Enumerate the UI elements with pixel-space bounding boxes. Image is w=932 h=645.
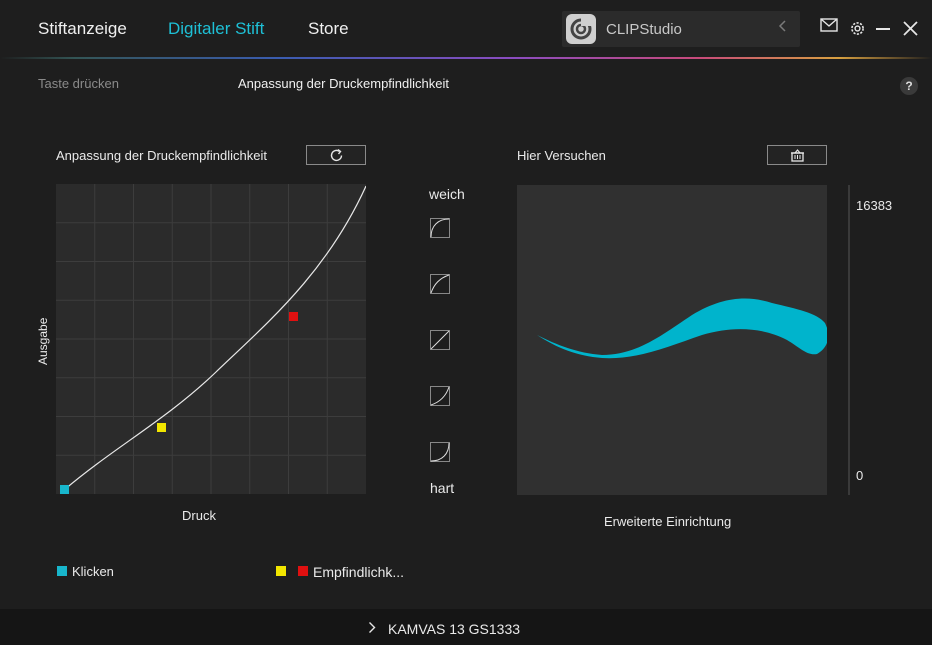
- pressure-curve-line: [63, 185, 367, 491]
- preset-soft-label: weich: [429, 186, 465, 202]
- gear-icon[interactable]: [849, 20, 866, 42]
- subtab-taste-druecken[interactable]: Taste drücken: [38, 76, 119, 91]
- device-footer[interactable]: KAMVAS 13 GS1333: [0, 609, 932, 645]
- sensitivity-handle-yellow: [157, 423, 166, 432]
- tab-digitaler-stift[interactable]: Digitaler Stift: [168, 19, 265, 38]
- tab-stiftanzeige[interactable]: Stiftanzeige: [38, 19, 127, 38]
- curve-preset-4[interactable]: [430, 386, 450, 406]
- mail-icon[interactable]: [820, 18, 838, 37]
- try-here-title: Hier Versuchen: [517, 148, 606, 163]
- pressure-scale-bar: [848, 185, 850, 495]
- test-brush-stroke: [537, 298, 829, 359]
- header-divider: [0, 57, 932, 59]
- chevron-left-icon[interactable]: [778, 18, 788, 39]
- curve-preset-2[interactable]: [430, 274, 450, 294]
- curve-preset-3[interactable]: [430, 330, 450, 350]
- drawing-test-area[interactable]: [517, 185, 829, 495]
- sensitivity-legend-swatch-red: [298, 566, 308, 576]
- tab-store[interactable]: Store: [308, 19, 349, 38]
- device-name: KAMVAS 13 GS1333: [388, 621, 521, 637]
- click-threshold-handle: [60, 485, 69, 494]
- click-legend-label: Klicken: [72, 564, 114, 579]
- scale-min-value: 0: [856, 468, 864, 483]
- top-bar: Stiftanzeige Digitaler Stift Store CLIPS…: [0, 0, 932, 58]
- click-legend-swatch: [57, 566, 67, 576]
- close-icon[interactable]: [903, 21, 918, 41]
- sensitivity-handle-red: [289, 312, 298, 321]
- chevron-right-icon: [368, 621, 376, 639]
- trash-icon: [790, 148, 805, 168]
- help-icon[interactable]: ?: [900, 77, 918, 95]
- reset-button[interactable]: [306, 145, 366, 165]
- pressure-panel-title: Anpassung der Druckempfindlichkeit: [56, 148, 267, 163]
- subtab-druckempfindlichkeit[interactable]: Anpassung der Druckempfindlichkeit: [238, 76, 449, 91]
- clipstudio-logo-icon: [566, 14, 596, 44]
- curve-preset-5[interactable]: [430, 442, 450, 462]
- y-axis-label: Ausgabe: [36, 317, 50, 365]
- curve-preset-1[interactable]: [430, 218, 450, 238]
- pressure-curve-svg: [56, 184, 367, 494]
- advanced-settings-link[interactable]: Erweiterte Einrichtung: [604, 514, 732, 529]
- app-selector-value: CLIPStudio: [606, 21, 682, 38]
- minimize-icon[interactable]: [875, 21, 891, 42]
- preset-hard-label: hart: [430, 480, 455, 496]
- scale-max-value: 16383: [856, 198, 893, 213]
- test-stroke-svg: [537, 298, 829, 359]
- app-selector[interactable]: CLIPStudio: [562, 11, 800, 47]
- clear-button[interactable]: [767, 145, 827, 165]
- x-axis-label: Druck: [182, 508, 216, 523]
- sensitivity-legend-swatch-yellow: [276, 566, 286, 576]
- refresh-icon: [329, 148, 344, 168]
- sensitivity-legend-label: Empfindlichk...: [313, 564, 405, 580]
- pressure-curve-graph[interactable]: [56, 184, 367, 494]
